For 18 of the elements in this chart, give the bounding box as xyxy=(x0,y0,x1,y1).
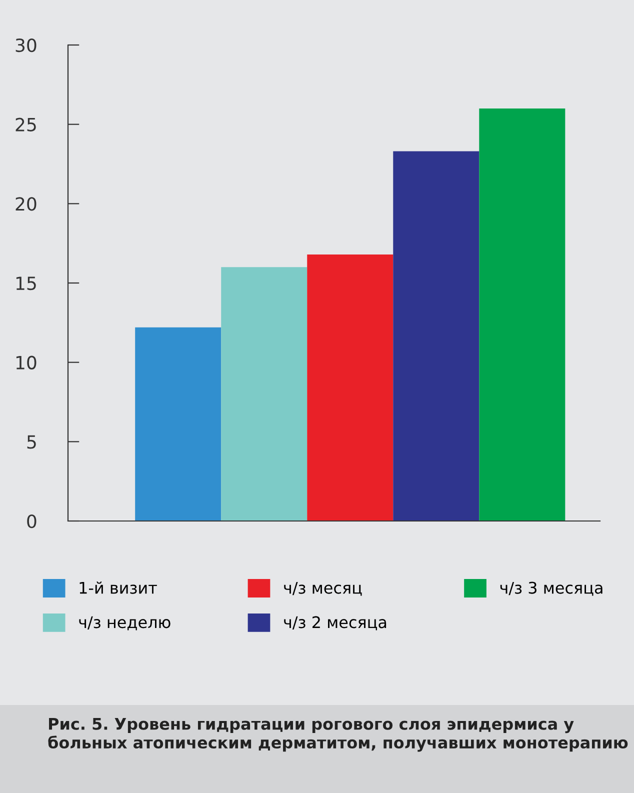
legend-label: ч/з неделю xyxy=(79,616,170,630)
bar xyxy=(221,267,308,521)
legend-label: ч/з месяц xyxy=(284,582,362,596)
y-tick-label: 20 xyxy=(16,197,36,211)
y-tick-label: 30 xyxy=(16,38,36,52)
legend-label: ч/з 3 месяца xyxy=(500,582,602,596)
bar xyxy=(307,254,394,521)
legend-label: 1-й визит xyxy=(80,582,157,594)
bar xyxy=(479,108,566,521)
y-tick-label: 10 xyxy=(16,356,36,370)
text: Рис. 5. Уровень гидратации рогового слоя эпидермиса у больных атопическим дерматитом, получавших монотерапию xyxy=(48,718,628,752)
bar xyxy=(135,327,222,521)
bar xyxy=(393,151,480,521)
y-tick-label: 0 xyxy=(27,514,36,528)
y-tick-label: 15 xyxy=(16,276,36,290)
y-tick-label: 25 xyxy=(16,118,36,132)
legend-label: ч/з 2 месяца xyxy=(284,616,386,630)
y-tick-label: 5 xyxy=(27,435,36,449)
